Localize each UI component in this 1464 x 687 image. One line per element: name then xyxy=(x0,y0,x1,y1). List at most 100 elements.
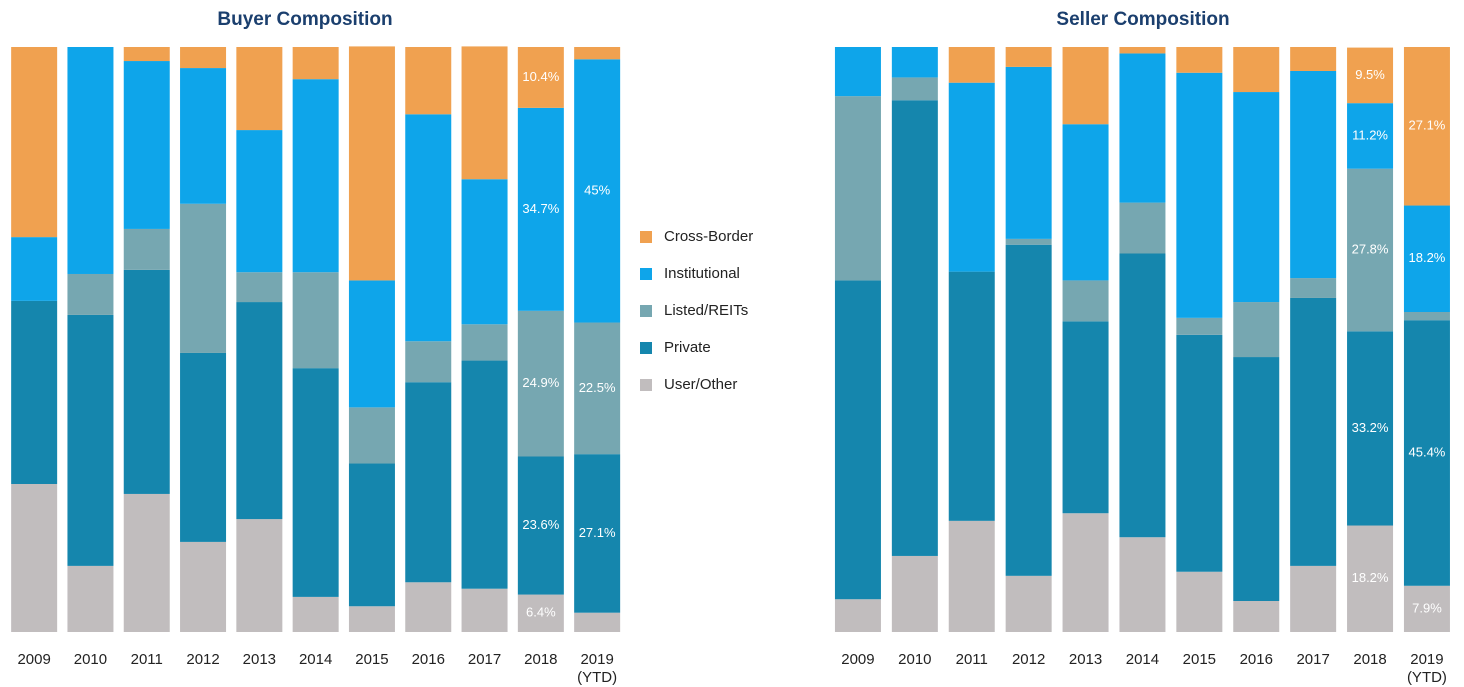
bar-segment xyxy=(292,596,339,632)
x-tick-label: 2017 xyxy=(467,651,502,668)
bar-segment xyxy=(67,314,114,566)
bar-segment xyxy=(1347,331,1394,526)
bar-segment xyxy=(292,79,339,273)
legend-label: Private xyxy=(664,339,711,356)
value-label: 24.9% xyxy=(522,375,559,390)
bar-segment xyxy=(11,47,58,238)
bar-segment xyxy=(574,454,621,613)
bar-segment xyxy=(1403,312,1450,321)
x-tick-label: 2009 xyxy=(17,651,51,668)
x-tick-label: 2017 xyxy=(1296,651,1330,668)
bar-segment xyxy=(1119,53,1166,203)
bar-segment xyxy=(180,541,227,632)
bar-segment xyxy=(1062,280,1109,322)
bar-segment xyxy=(1233,357,1280,601)
x-tick-label: 2018 xyxy=(524,651,558,668)
x-tick-label: 2013 xyxy=(242,651,277,668)
value-label: 34.7% xyxy=(522,201,559,216)
x-tick-label: 2016 xyxy=(411,651,445,668)
bar-segment xyxy=(348,606,395,632)
x-tick-label: 2012 xyxy=(186,651,220,668)
x-tick-label: 2009 xyxy=(841,651,875,668)
bar-segment xyxy=(123,228,170,270)
bar-segment xyxy=(348,407,395,464)
bar-segment xyxy=(67,273,114,315)
x-tick-label: 2018 xyxy=(1353,651,1387,668)
x-tick-label: 2019 (YTD) xyxy=(1406,651,1447,686)
bar-segment xyxy=(948,82,995,272)
bar-segment xyxy=(123,47,170,62)
x-tick-label: 2011 xyxy=(955,651,988,668)
bar-segment xyxy=(517,47,564,108)
legend-swatch xyxy=(640,305,652,317)
value-label: 22.5% xyxy=(579,380,616,395)
bar-segment xyxy=(11,300,58,484)
x-tick-label: 2019 (YTD) xyxy=(577,651,618,686)
bar-segment xyxy=(1062,513,1109,632)
bar-segment xyxy=(348,46,395,281)
legend-swatch xyxy=(640,268,652,280)
bar-segment xyxy=(1176,571,1223,632)
value-label: 33.2% xyxy=(1352,420,1389,435)
legend-swatch xyxy=(640,379,652,391)
x-tick-label: 2012 xyxy=(1011,651,1046,668)
bar-segment xyxy=(1403,320,1450,586)
bar-segment xyxy=(1005,238,1052,245)
x-tick-label: 2016 xyxy=(1239,651,1273,668)
bar-segment xyxy=(574,612,621,632)
bar-segment xyxy=(948,271,995,521)
chart-title: Buyer Composition xyxy=(217,9,392,30)
bar-segment xyxy=(11,483,58,632)
bar-segment xyxy=(891,47,938,78)
bar-segment xyxy=(1347,47,1394,104)
value-label: 27.8% xyxy=(1352,241,1389,256)
bar-segment xyxy=(292,47,339,80)
bar-segment xyxy=(1005,244,1052,576)
value-label: 18.2% xyxy=(1409,250,1446,265)
bar-segment xyxy=(948,520,995,632)
bar-segment xyxy=(461,324,508,361)
bar-segment xyxy=(1347,525,1394,632)
bar-segment xyxy=(11,237,58,301)
bar-segment xyxy=(236,519,283,632)
bar-segment xyxy=(236,130,283,273)
x-tick-label: 2013 xyxy=(1068,651,1103,668)
bar-segment xyxy=(1403,205,1450,313)
bar-segment xyxy=(292,368,339,597)
bar-segment xyxy=(834,280,881,600)
bar-segment xyxy=(1290,70,1337,279)
bar-segment xyxy=(180,203,227,353)
bar-segment xyxy=(405,47,452,115)
bar-segment xyxy=(405,114,452,342)
value-label: 45% xyxy=(584,182,610,197)
bar-segment xyxy=(1233,600,1280,632)
legend-label: Institutional xyxy=(664,265,740,282)
value-label: 6.4% xyxy=(526,605,556,620)
bar-segment xyxy=(292,272,339,369)
bar-segment xyxy=(405,382,452,583)
value-label: 11.2% xyxy=(1352,127,1388,142)
bar-segment xyxy=(891,77,938,101)
bar-segment xyxy=(1119,537,1166,632)
bar-segment xyxy=(1233,92,1280,303)
bar-segment xyxy=(123,493,170,632)
bar-segment xyxy=(948,47,995,83)
legend-label: Listed/REITs xyxy=(664,302,748,319)
bar-segment xyxy=(123,269,170,494)
bar-segment xyxy=(236,302,283,520)
bar-segment xyxy=(1403,585,1450,632)
bar-segment xyxy=(517,456,564,595)
bar-segment xyxy=(1290,47,1337,71)
bar-segment xyxy=(348,280,395,408)
x-tick-label: 2014 xyxy=(1125,651,1160,668)
value-label: 45.4% xyxy=(1409,444,1446,459)
bar-segment xyxy=(1347,168,1394,332)
x-tick-label: 2010 xyxy=(898,651,932,668)
bar-segment xyxy=(348,463,395,607)
bar-segment xyxy=(405,341,452,383)
bar-segment xyxy=(1176,72,1223,318)
value-label: 23.6% xyxy=(522,517,559,532)
bar-segment xyxy=(1062,321,1109,514)
